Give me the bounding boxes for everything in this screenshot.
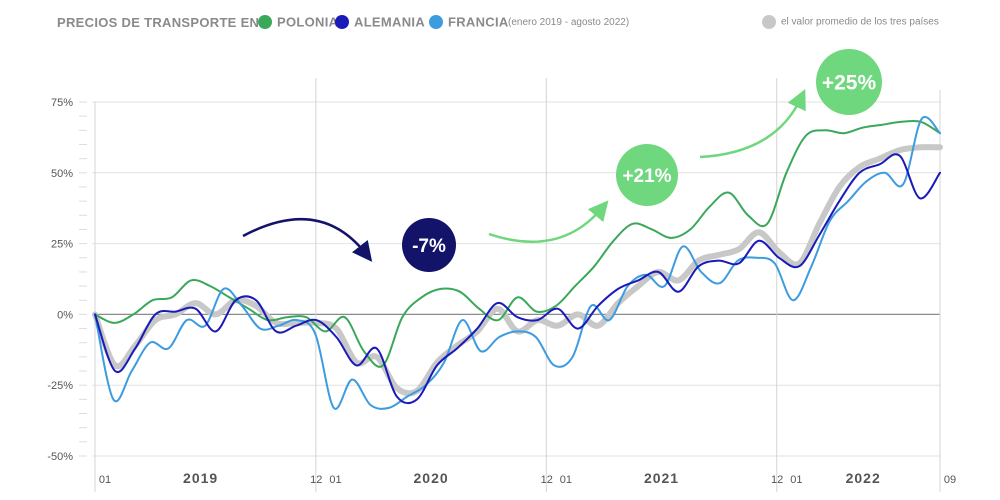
legend-label-alemania: ALEMANIA — [354, 14, 426, 30]
legend-item-average: el valor promedio de los tres países — [762, 13, 939, 31]
y-tick-label: 0% — [57, 309, 73, 321]
y-tick-label: -25% — [47, 380, 73, 392]
average-color-dot — [762, 14, 776, 29]
annotation-badge — [402, 218, 456, 272]
legend-title: PRECIOS DE TRANSPORTE EN: — [57, 15, 264, 30]
legend-item-polonia: POLONIA — [258, 13, 338, 31]
x-month-label: 01 — [560, 474, 572, 486]
x-month-label: 12 — [541, 474, 553, 486]
x-month-label: 12 — [771, 474, 783, 486]
annotation-label: +25% — [822, 72, 877, 95]
legend-label-average: el valor promedio de los tres países — [781, 16, 939, 28]
series-line-average — [92, 144, 943, 397]
x-month-label: 01 — [790, 474, 802, 486]
y-tick-label: 75% — [51, 97, 73, 109]
series-line-francia — [94, 116, 941, 410]
x-year-label: 2019 — [183, 470, 218, 486]
annotation-badge — [816, 49, 882, 115]
polonia-color-dot — [258, 14, 272, 29]
x-month-label: 01 — [329, 474, 341, 486]
annotation-label: -7% — [412, 236, 446, 257]
annotation-label: +21% — [622, 166, 671, 187]
y-tick-label: -50% — [47, 451, 73, 463]
y-tick-label: 50% — [51, 168, 73, 180]
y-tick-label: 25% — [51, 239, 73, 251]
x-year-label: 2022 — [846, 470, 881, 486]
series-line-alemania — [94, 153, 941, 405]
legend-item-francia: FRANCIA — [429, 13, 509, 31]
annotation-badge — [616, 144, 678, 206]
legend-item-alemania: ALEMANIA — [335, 13, 425, 31]
legend: PRECIOS DE TRANSPORTE EN: POLONIA ALEMAN… — [0, 0, 1000, 46]
period-note: (enero 2019 - agosto 2022) — [508, 17, 630, 28]
x-month-label: 12 — [310, 474, 322, 486]
x-month-label: 09 — [944, 474, 956, 486]
legend-label-francia: FRANCIA — [448, 14, 509, 30]
arrow-up-icon — [699, 88, 806, 159]
francia-color-dot — [429, 14, 443, 29]
x-year-label: 2021 — [644, 470, 679, 486]
arrow-down-icon — [242, 218, 373, 262]
alemania-color-dot — [335, 14, 349, 29]
x-year-label: 2020 — [414, 470, 449, 486]
legend-label-polonia: POLONIA — [277, 14, 339, 30]
arrow-up-icon — [488, 200, 609, 244]
x-month-label: 01 — [99, 474, 111, 486]
